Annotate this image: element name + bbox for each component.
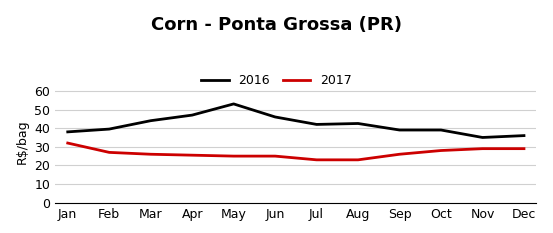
Y-axis label: R$/bag: R$/bag (16, 120, 29, 164)
Legend: 2016, 2017: 2016, 2017 (196, 69, 357, 92)
Text: Corn - Ponta Grossa (PR): Corn - Ponta Grossa (PR) (151, 16, 402, 34)
